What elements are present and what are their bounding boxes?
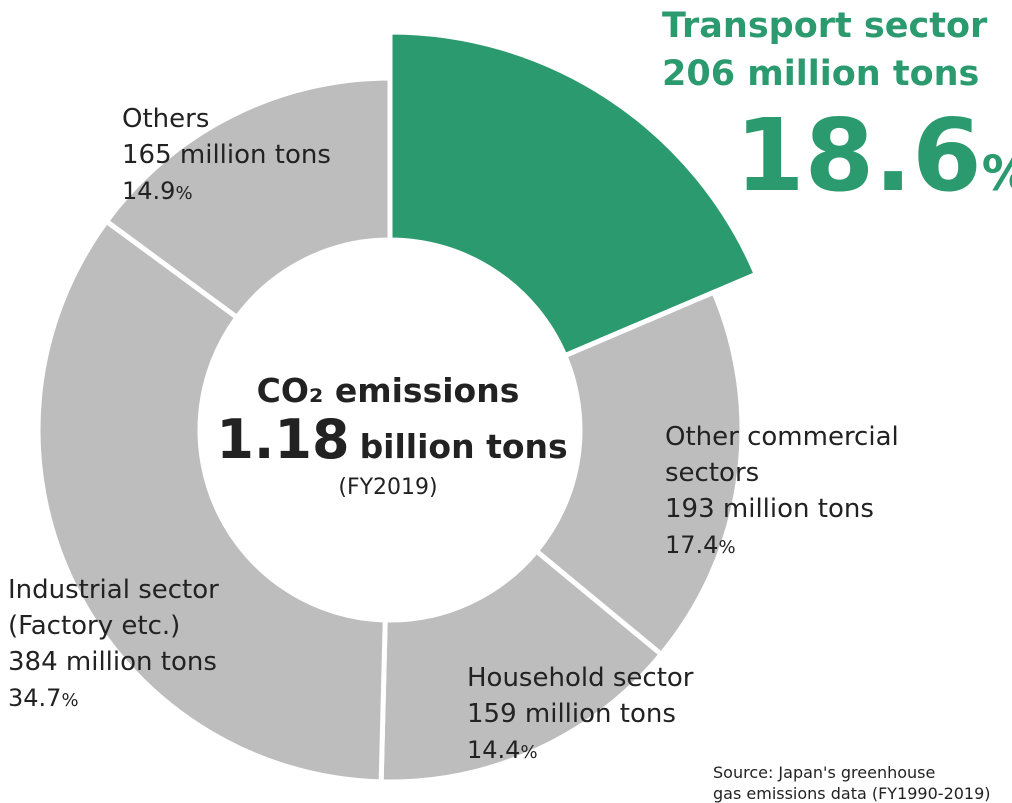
percent-value: 14.4 [467,736,520,764]
donut-segment [532,288,745,658]
donut-segment [35,217,388,785]
donut-segment [378,547,665,785]
source-note: Source: Japan's greenhouse [713,763,935,782]
source-note: gas emissions data (FY1990-2019) [713,784,991,803]
center-title: CO₂ emissions [257,371,520,410]
category-label: Transport sector [662,6,988,46]
percent-unit: % [175,183,192,204]
percent-label: 18.6% [735,97,1012,214]
percent-unit: % [718,537,735,558]
category-label: sectors [665,458,759,488]
percent-label: 14.4% [467,736,538,764]
total-unit: billion tons [360,427,568,466]
total-value: 1.18 [216,408,349,471]
percent-unit: % [520,742,537,763]
amount-label: 193 million tons [665,494,874,524]
amount-label: 206 million tons [662,54,979,94]
category-label: Industrial sector [8,575,219,605]
category-label: Others [122,104,209,134]
percent-value: 14.9 [122,177,175,205]
donut-segment [103,75,393,321]
category-label: Household sector [467,663,694,693]
percent-value: 18.6 [735,97,982,214]
percent-unit: % [982,146,1012,202]
percent-label: 14.9% [122,177,193,205]
percent-unit: % [61,690,78,711]
category-label: Other commercial [665,422,899,452]
donut-segment [387,29,760,359]
amount-label: 384 million tons [8,647,217,677]
percent-label: 34.7% [8,684,79,712]
center-total: 1.18 billion tons [216,408,567,471]
amount-label: 165 million tons [122,140,331,170]
center-year: (FY2019) [338,475,437,500]
percent-value: 34.7 [8,684,61,712]
amount-label: 159 million tons [467,699,676,729]
category-label: (Factory etc.) [8,611,180,641]
percent-value: 17.4 [665,531,718,559]
percent-label: 17.4% [665,531,736,559]
